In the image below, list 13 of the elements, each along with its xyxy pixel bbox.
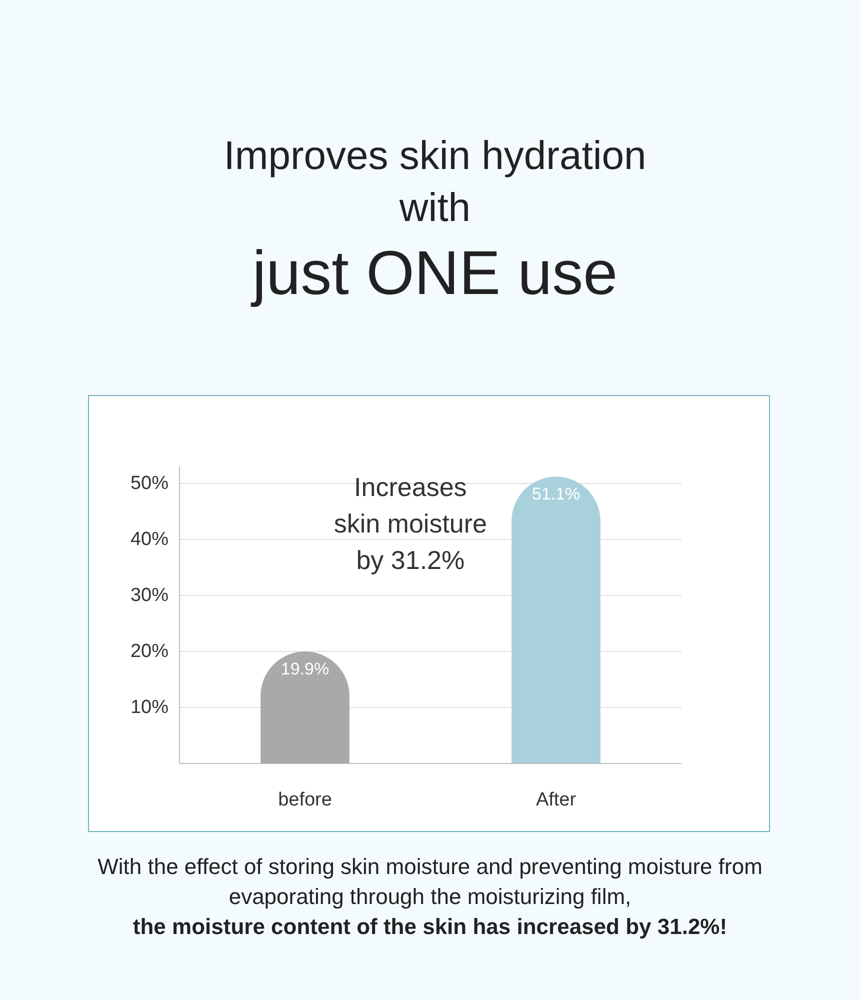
annotation: Increases skin moisture by 31.2% <box>334 472 487 575</box>
data-label: 19.9% <box>280 659 330 678</box>
y-tick-label: 40% <box>130 528 169 550</box>
chart-title: Improves skin hydration with <box>222 133 648 232</box>
y-tick-label: 50% <box>130 472 169 494</box>
y-tick-label: 30% <box>130 584 169 606</box>
x-tick-label: After <box>536 790 577 810</box>
y-tick-label: 10% <box>130 696 169 718</box>
y-tick-label: 20% <box>130 640 169 662</box>
text: the moisture content of the skin has increased by 31.2%! <box>132 913 728 941</box>
data-label: 51.1% <box>532 484 580 504</box>
x-tick-label: before <box>278 790 332 810</box>
chart-subtitle: just ONE use <box>250 238 619 310</box>
